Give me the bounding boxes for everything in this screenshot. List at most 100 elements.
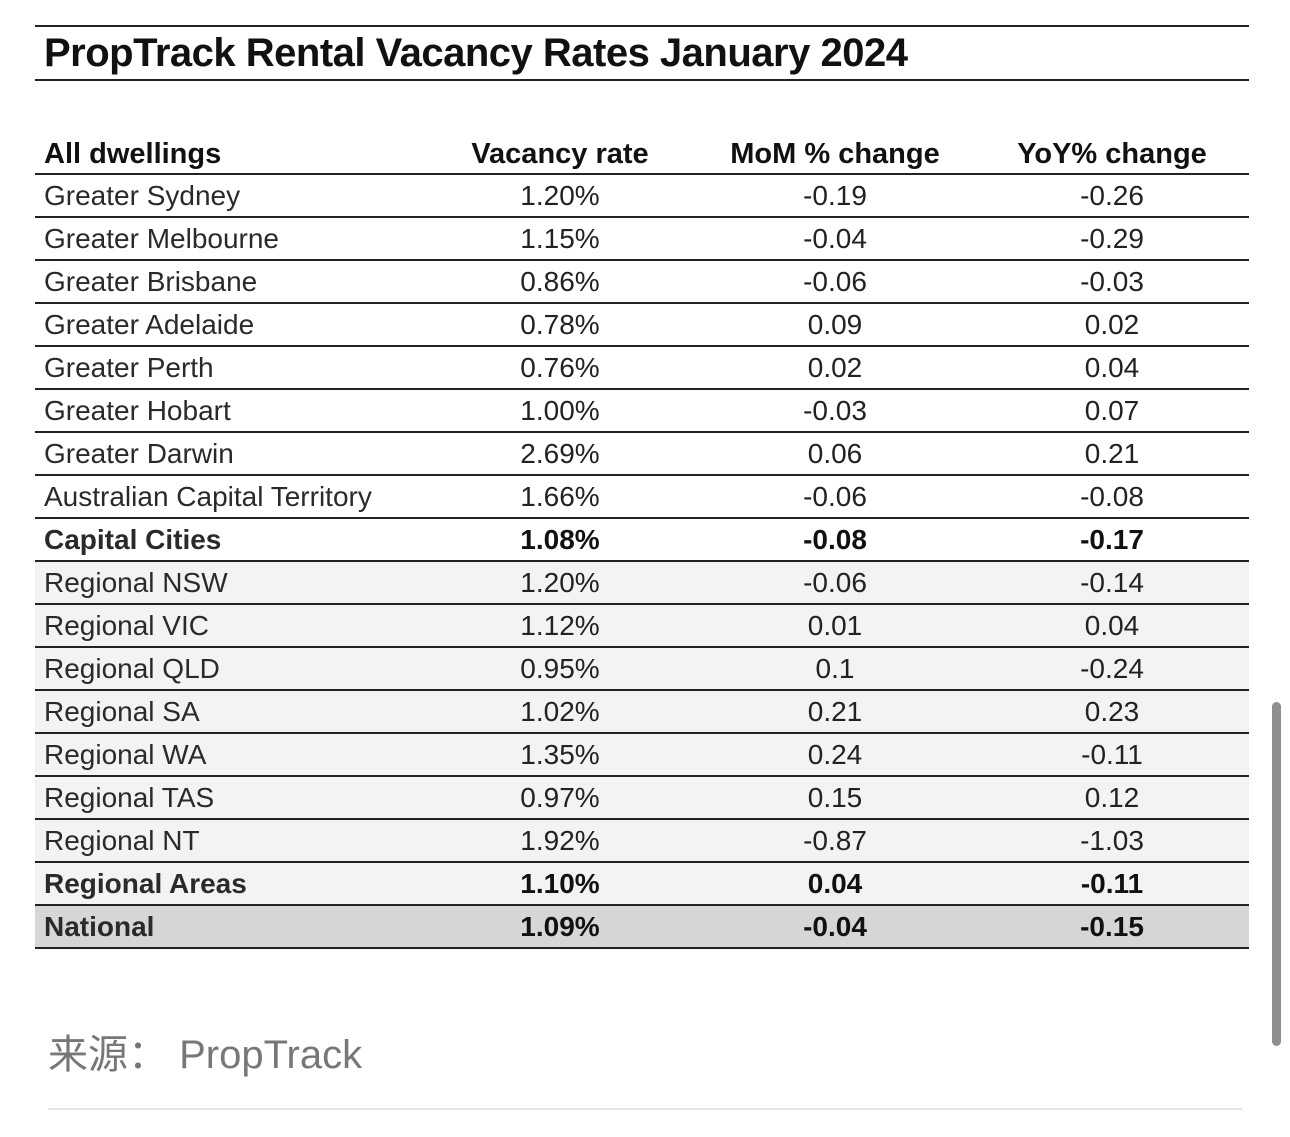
yoy-change-cell: -0.11 xyxy=(975,733,1249,777)
vacancy-rate-cell: 1.20% xyxy=(425,174,695,218)
title-top-rule xyxy=(35,25,1249,27)
vacancy-rate-cell: 0.95% xyxy=(425,647,695,691)
vacancy-rate-cell: 1.35% xyxy=(425,733,695,777)
scrollbar[interactable] xyxy=(1272,702,1281,1046)
header-all-dwellings: All dwellings xyxy=(35,130,425,175)
table-row: Regional TAS 0.97% 0.15 0.12 xyxy=(35,776,1249,820)
row-name-cell: Capital Cities xyxy=(35,518,425,562)
mom-change-cell: 0.1 xyxy=(695,647,975,691)
table-row: Greater Darwin 2.69% 0.06 0.21 xyxy=(35,432,1249,476)
table-row: Regional NSW 1.20% -0.06 -0.14 xyxy=(35,561,1249,605)
yoy-change-cell: -0.14 xyxy=(975,561,1249,605)
table-row: National 1.09% -0.04 -0.15 xyxy=(35,905,1249,949)
row-name-cell: Greater Darwin xyxy=(35,432,425,476)
table-body: Greater Sydney 1.20% -0.19 -0.26 Greater Mel… xyxy=(35,174,1249,949)
yoy-change-cell: -0.11 xyxy=(975,862,1249,906)
row-name-cell: Regional NSW xyxy=(35,561,425,605)
row-name-cell: Regional VIC xyxy=(35,604,425,648)
table-row: Regional QLD 0.95% 0.1 -0.24 xyxy=(35,647,1249,691)
table-row: Greater Brisbane 0.86% -0.06 -0.03 xyxy=(35,260,1249,304)
vacancy-rate-cell: 1.09% xyxy=(425,905,695,949)
vacancy-rate-cell: 0.86% xyxy=(425,260,695,304)
table-row: Greater Perth 0.76% 0.02 0.04 xyxy=(35,346,1249,390)
source-divider xyxy=(48,1108,1242,1110)
table-row: Regional WA 1.35% 0.24 -0.11 xyxy=(35,733,1249,777)
header-vacancy-rate: Vacancy rate xyxy=(425,130,695,175)
table-row: Greater Melbourne 1.15% -0.04 -0.29 xyxy=(35,217,1249,261)
mom-change-cell: -0.08 xyxy=(695,518,975,562)
row-name-cell: Regional QLD xyxy=(35,647,425,691)
vacancy-rate-cell: 1.08% xyxy=(425,518,695,562)
vacancy-rate-cell: 1.10% xyxy=(425,862,695,906)
table-row: Regional Areas 1.10% 0.04 -0.11 xyxy=(35,862,1249,906)
vacancy-rate-cell: 1.00% xyxy=(425,389,695,433)
yoy-change-cell: 0.02 xyxy=(975,303,1249,347)
table-row: Regional NT 1.92% -0.87 -1.03 xyxy=(35,819,1249,863)
table-row: Greater Adelaide 0.78% 0.09 0.02 xyxy=(35,303,1249,347)
mom-change-cell: 0.09 xyxy=(695,303,975,347)
yoy-change-cell: 0.04 xyxy=(975,604,1249,648)
title-bottom-rule xyxy=(35,79,1249,81)
yoy-change-cell: -0.29 xyxy=(975,217,1249,261)
row-name-cell: Greater Hobart xyxy=(35,389,425,433)
vacancy-rate-cell: 1.02% xyxy=(425,690,695,734)
row-name-cell: Regional WA xyxy=(35,733,425,777)
vacancy-rate-cell: 1.92% xyxy=(425,819,695,863)
table-row: Greater Sydney 1.20% -0.19 -0.26 xyxy=(35,174,1249,218)
row-name-cell: Greater Brisbane xyxy=(35,260,425,304)
table-row: Greater Hobart 1.00% -0.03 0.07 xyxy=(35,389,1249,433)
mom-change-cell: 0.15 xyxy=(695,776,975,820)
row-name-cell: National xyxy=(35,905,425,949)
yoy-change-cell: 0.04 xyxy=(975,346,1249,390)
row-name-cell: Greater Adelaide xyxy=(35,303,425,347)
yoy-change-cell: -0.17 xyxy=(975,518,1249,562)
vacancy-rate-cell: 0.78% xyxy=(425,303,695,347)
vacancy-rate-cell: 1.12% xyxy=(425,604,695,648)
yoy-change-cell: 0.21 xyxy=(975,432,1249,476)
mom-change-cell: -0.19 xyxy=(695,174,975,218)
table-row: Australian Capital Territory 1.66% -0.06 -0… xyxy=(35,475,1249,519)
vacancy-rate-cell: 0.76% xyxy=(425,346,695,390)
header-row: All dwellings Vacancy rate MoM % change … xyxy=(35,130,1249,175)
row-name-cell: Greater Melbourne xyxy=(35,217,425,261)
yoy-change-cell: -0.24 xyxy=(975,647,1249,691)
vacancy-rates-table: All dwellings Vacancy rate MoM % change … xyxy=(35,130,1249,949)
mom-change-cell: -0.87 xyxy=(695,819,975,863)
mom-change-cell: 0.24 xyxy=(695,733,975,777)
row-name-cell: Regional TAS xyxy=(35,776,425,820)
mom-change-cell: 0.02 xyxy=(695,346,975,390)
yoy-change-cell: -1.03 xyxy=(975,819,1249,863)
yoy-change-cell: -0.03 xyxy=(975,260,1249,304)
yoy-change-cell: 0.12 xyxy=(975,776,1249,820)
yoy-change-cell: -0.15 xyxy=(975,905,1249,949)
mom-change-cell: -0.04 xyxy=(695,905,975,949)
mom-change-cell: 0.06 xyxy=(695,432,975,476)
mom-change-cell: 0.01 xyxy=(695,604,975,648)
mom-change-cell: -0.06 xyxy=(695,475,975,519)
vacancy-rate-cell: 2.69% xyxy=(425,432,695,476)
yoy-change-cell: 0.23 xyxy=(975,690,1249,734)
mom-change-cell: -0.04 xyxy=(695,217,975,261)
mom-change-cell: 0.21 xyxy=(695,690,975,734)
row-name-cell: Regional Areas xyxy=(35,862,425,906)
vacancy-rate-cell: 1.20% xyxy=(425,561,695,605)
yoy-change-cell: 0.07 xyxy=(975,389,1249,433)
vacancy-rate-cell: 1.66% xyxy=(425,475,695,519)
row-name-cell: Regional NT xyxy=(35,819,425,863)
mom-change-cell: -0.06 xyxy=(695,561,975,605)
header-mom-change: MoM % change xyxy=(695,130,975,175)
vacancy-rate-cell: 0.97% xyxy=(425,776,695,820)
row-name-cell: Australian Capital Territory xyxy=(35,475,425,519)
table-title: PropTrack Rental Vacancy Rates January 2… xyxy=(44,31,908,75)
mom-change-cell: -0.03 xyxy=(695,389,975,433)
row-name-cell: Regional SA xyxy=(35,690,425,734)
table-row: Regional SA 1.02% 0.21 0.23 xyxy=(35,690,1249,734)
mom-change-cell: 0.04 xyxy=(695,862,975,906)
row-name-cell: Greater Sydney xyxy=(35,174,425,218)
yoy-change-cell: -0.08 xyxy=(975,475,1249,519)
yoy-change-cell: -0.26 xyxy=(975,174,1249,218)
vacancy-rate-cell: 1.15% xyxy=(425,217,695,261)
table-header: All dwellings Vacancy rate MoM % change … xyxy=(35,130,1249,175)
source-caption: 来源： PropTrack xyxy=(48,1033,363,1077)
table-row: Capital Cities 1.08% -0.08 -0.17 xyxy=(35,518,1249,562)
